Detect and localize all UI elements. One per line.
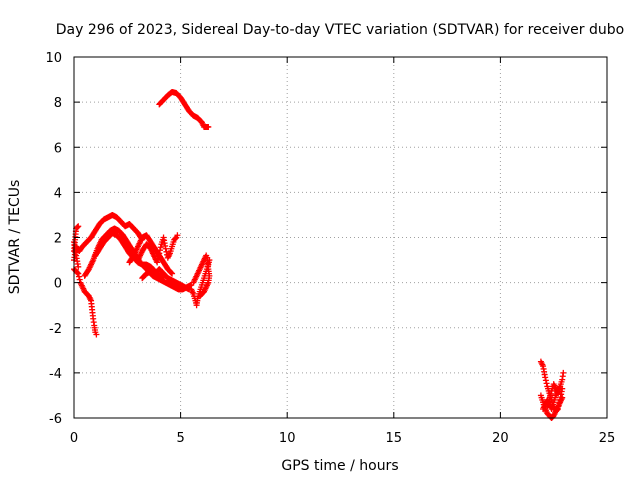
y-tick-label: 6 (54, 141, 62, 156)
data-point (557, 383, 564, 390)
data-point (169, 270, 176, 277)
data-point (74, 269, 81, 276)
data-point (542, 377, 549, 384)
data-point (156, 250, 163, 257)
data-point (543, 380, 550, 387)
y-tick-label: -4 (49, 367, 62, 382)
x-axis-label: GPS time / hours (281, 458, 398, 474)
data-point (75, 270, 82, 277)
axis-ticks: 0 5 10 15 20 25 -6 -4 -2 0 2 4 6 8 10 (45, 51, 615, 446)
data-point (547, 390, 554, 397)
data-point (559, 394, 566, 401)
y-axis-label: SDTVAR / TECUs (7, 180, 23, 295)
data-point (174, 232, 181, 239)
y-tick-label: 8 (54, 96, 62, 111)
data-point (197, 292, 204, 299)
data-point (205, 123, 212, 130)
x-tick-label: 10 (279, 431, 296, 446)
data-point (172, 235, 179, 242)
chart-title: Day 296 of 2023, Sidereal Day-to-day VTE… (56, 22, 624, 38)
y-tick-label: -2 (49, 322, 62, 337)
data-point (75, 273, 82, 280)
data-point (542, 374, 549, 381)
data-point (163, 248, 170, 255)
x-tick-label: 25 (599, 431, 616, 446)
data-point (75, 223, 82, 230)
data-point (93, 331, 100, 338)
data-point (162, 245, 169, 252)
plot-frame (73, 56, 608, 419)
data-point (547, 393, 554, 400)
grid (74, 57, 607, 418)
data-point (196, 293, 203, 300)
y-tick-label: 4 (54, 186, 62, 201)
x-tick-label: 0 (70, 431, 78, 446)
y-tick-label: 2 (54, 232, 62, 247)
data-point (157, 244, 164, 251)
data-point (76, 276, 83, 283)
data-point (74, 223, 81, 230)
data-point (154, 256, 161, 263)
data-points (71, 88, 567, 421)
x-tick-label: 20 (492, 431, 509, 446)
data-point (560, 369, 567, 376)
y-tick-label: -6 (49, 412, 62, 427)
data-point (156, 247, 163, 254)
x-tick-label: 5 (176, 431, 184, 446)
data-point (75, 263, 82, 270)
y-tick-label: 0 (54, 277, 62, 292)
data-point (155, 253, 162, 260)
y-tick-label: 10 (45, 51, 62, 66)
data-point (168, 269, 175, 276)
x-tick-label: 15 (386, 431, 403, 446)
data-point (154, 259, 161, 266)
